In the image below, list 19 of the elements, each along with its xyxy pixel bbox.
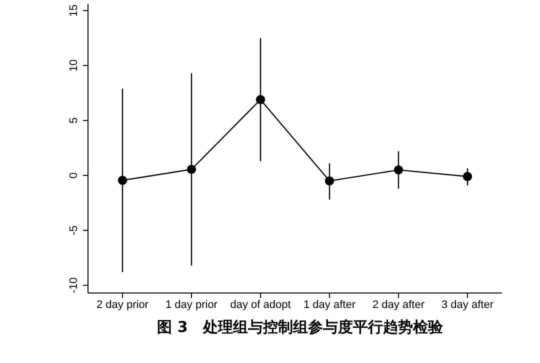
point: [394, 165, 404, 175]
x-tick-label: 1 day prior: [166, 298, 218, 311]
y-tick-label: -5: [68, 225, 80, 236]
x-tick-label: 3 day after: [442, 298, 494, 311]
x-tick-label: day of adopt: [230, 298, 291, 311]
x-tick-label: 1 day after: [304, 298, 356, 311]
point: [256, 95, 266, 104]
y-tick-label: -10: [68, 277, 80, 294]
y-tick-label: 15: [68, 4, 80, 17]
text: 图 3 处理组与控制组参与度平行趋势检验: [156, 318, 444, 337]
y-tick-label: 10: [68, 59, 80, 72]
point: [462, 172, 472, 182]
y-tick-label: 5: [68, 117, 80, 124]
point: [118, 176, 128, 185]
point: [324, 176, 334, 186]
point: [186, 164, 196, 174]
x-tick-label: 2 day prior: [96, 298, 149, 311]
y-tick-label: 0: [68, 172, 80, 178]
x-tick-label: 2 day after: [372, 298, 425, 311]
